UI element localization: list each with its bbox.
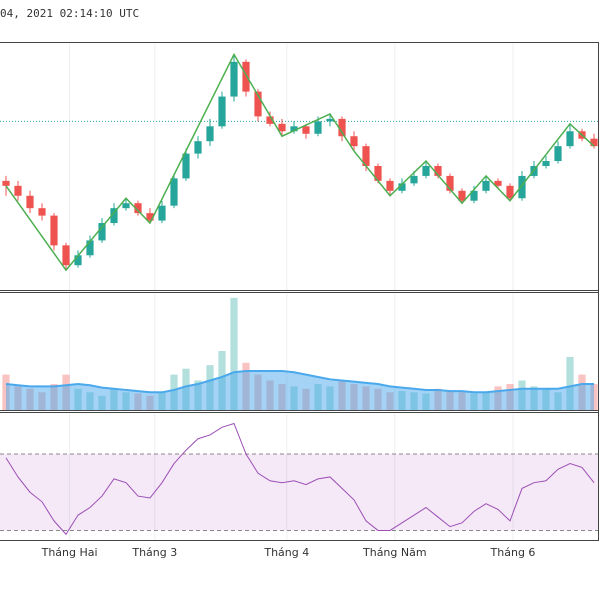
candle-body	[482, 180, 490, 191]
candle-body	[386, 180, 394, 191]
candle-body	[566, 131, 574, 147]
candle-body	[38, 208, 46, 216]
candle-body	[26, 195, 34, 209]
candle-body	[170, 178, 178, 206]
candle-body	[434, 166, 442, 176]
candle-body	[50, 215, 58, 246]
candle-body	[110, 208, 118, 224]
candle-body	[518, 175, 526, 199]
candle-body	[2, 180, 10, 186]
candle-body	[338, 118, 346, 137]
candle-body	[14, 185, 22, 196]
rsi-line	[5, 422, 595, 536]
volume-ma-area	[6, 371, 594, 410]
candle-body	[470, 190, 478, 201]
candle-body	[266, 116, 274, 124]
candle-body	[290, 126, 298, 132]
candle-body	[146, 213, 154, 221]
candle-body	[230, 61, 238, 97]
candle-body	[194, 141, 202, 154]
candle-body	[458, 190, 466, 201]
candle-body	[326, 118, 334, 122]
volume-bar	[566, 356, 574, 410]
candle-body	[362, 146, 370, 166]
candle-body	[554, 146, 562, 162]
zigzag-line	[5, 52, 595, 272]
x-tick-label: Tháng Hai	[41, 546, 98, 559]
x-tick-label: Tháng 4	[263, 546, 309, 559]
candle-body	[134, 203, 142, 214]
candle-body	[122, 203, 130, 209]
candle-body	[350, 136, 358, 147]
timestamp: 04, 2021 02:14:10 UTC	[0, 7, 139, 20]
candle-body	[158, 205, 166, 221]
candle-body	[218, 96, 226, 127]
candle-body	[206, 126, 214, 142]
candle-body	[314, 121, 322, 134]
volume-ma-line	[5, 370, 594, 394]
candle-body	[254, 91, 262, 117]
candle-body	[278, 123, 286, 132]
volume-bar	[230, 297, 238, 410]
candle-body	[302, 126, 310, 134]
candle-body	[242, 61, 250, 92]
rsi-band	[0, 454, 598, 531]
candle-body	[398, 183, 406, 191]
candle-body	[86, 240, 94, 256]
x-tick-label: Tháng 6	[490, 546, 536, 559]
candle-body	[98, 223, 106, 241]
candle-body	[74, 255, 82, 266]
x-tick-label: Tháng 3	[131, 546, 177, 559]
candle-body	[422, 166, 430, 176]
panel-borders	[0, 42, 599, 541]
candle-body	[506, 185, 514, 199]
x-tick-label: Tháng Năm	[362, 546, 427, 559]
candle-body	[410, 175, 418, 184]
candle-body	[62, 245, 70, 266]
candle-body	[182, 153, 190, 179]
candle-body	[542, 161, 550, 166]
candle-body	[494, 180, 502, 186]
candle-body	[374, 166, 382, 181]
candle-body	[590, 138, 598, 147]
candle-body	[446, 175, 454, 191]
